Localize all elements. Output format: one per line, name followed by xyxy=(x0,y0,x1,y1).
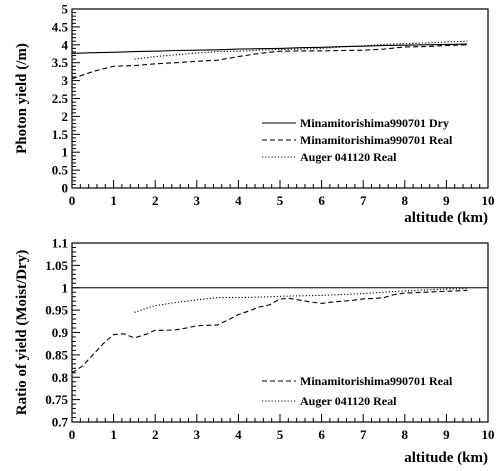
series-line-dotted xyxy=(134,288,468,313)
series-line-dashed xyxy=(71,44,468,80)
y-tick-label: 0.95 xyxy=(45,303,68,318)
plot-frame xyxy=(71,242,489,423)
series-line-solid xyxy=(71,43,468,54)
legend-label: Auger 041120 Real xyxy=(300,394,397,408)
legend-label: Auger 041120 Real xyxy=(300,150,397,164)
y-tick-label: 1 xyxy=(62,280,69,295)
x-tick-label: 9 xyxy=(443,427,450,442)
x-tick-label: 1 xyxy=(110,427,117,442)
x-tick-label: 9 xyxy=(443,193,450,208)
x-tick-label: 10 xyxy=(482,193,495,208)
x-tick-label: 8 xyxy=(402,193,409,208)
y-axis-title: Ratio of yield (Moist/Dry) xyxy=(14,250,30,415)
x-tick-label: 7 xyxy=(360,427,367,442)
x-tick-label: 7 xyxy=(360,193,367,208)
series-line-dashed xyxy=(71,289,468,374)
x-tick-label: 5 xyxy=(277,427,284,442)
x-tick-label: 2 xyxy=(152,427,159,442)
x-tick-label: 3 xyxy=(194,193,201,208)
x-tick-label: 0 xyxy=(69,193,76,208)
x-tick-label: 3 xyxy=(194,427,201,442)
x-axis-title: altitude (km) xyxy=(404,450,488,466)
y-tick-label: 0.85 xyxy=(45,347,68,362)
y-tick-label: 2 xyxy=(62,109,69,124)
photon-yield-panel: 0 1 2 3 4 5 6 7 8 9 1000.511.522.533.544.55altitud… xyxy=(14,2,495,227)
x-tick-label: 10 xyxy=(482,427,495,442)
x-tick-label: 0 xyxy=(69,427,76,442)
x-tick-label: 6 xyxy=(318,427,325,442)
y-tick-label: 0.9 xyxy=(52,325,69,340)
y-tick-label: 3.5 xyxy=(52,55,69,70)
y-tick-label: 0.5 xyxy=(52,163,69,178)
y-tick-label: 1.1 xyxy=(52,236,68,251)
y-tick-label: 0.7 xyxy=(52,415,69,430)
series-line-dotted xyxy=(134,40,468,60)
y-tick-label: 1.05 xyxy=(45,258,68,273)
y-tick-label: 0.75 xyxy=(45,392,68,407)
y-tick-label: 1.5 xyxy=(52,127,69,142)
x-tick-label: 1 xyxy=(110,193,117,208)
y-tick-label: 5 xyxy=(62,2,69,17)
x-tick-label: 4 xyxy=(235,193,242,208)
legend-label: Minamitorishima990701 Dry xyxy=(300,116,449,130)
ratio-of-yield-panel: 0 1 2 3 4 5 6 7 8 9 10 0.7 0.75 0.8 0.85 0.9 0.95 1 1.05 1.… xyxy=(14,236,495,467)
y-tick-label: 2.5 xyxy=(52,91,69,106)
x-axis-title: altitude (km) xyxy=(404,210,488,226)
plot-frame xyxy=(71,8,489,189)
x-tick-label: 2 xyxy=(152,193,159,208)
x-tick-label: 4 xyxy=(235,427,242,442)
y-tick-label: 3 xyxy=(62,73,69,88)
y-tick-label: 0.8 xyxy=(52,370,69,385)
legend-label: Minamitorishima990701 Real xyxy=(300,133,453,147)
legend-label: Minamitorishima990701 Real xyxy=(300,374,453,388)
y-tick-label: 4 xyxy=(62,37,69,52)
x-tick-label: 6 xyxy=(318,193,325,208)
x-tick-label: 5 xyxy=(277,193,284,208)
y-tick-label: 4.5 xyxy=(52,19,69,34)
y-tick-label: 1 xyxy=(62,145,69,160)
x-tick-label: 8 xyxy=(402,427,409,442)
y-axis-title: Photon yield (/m) xyxy=(14,43,30,154)
y-tick-label: 0 xyxy=(62,181,69,196)
